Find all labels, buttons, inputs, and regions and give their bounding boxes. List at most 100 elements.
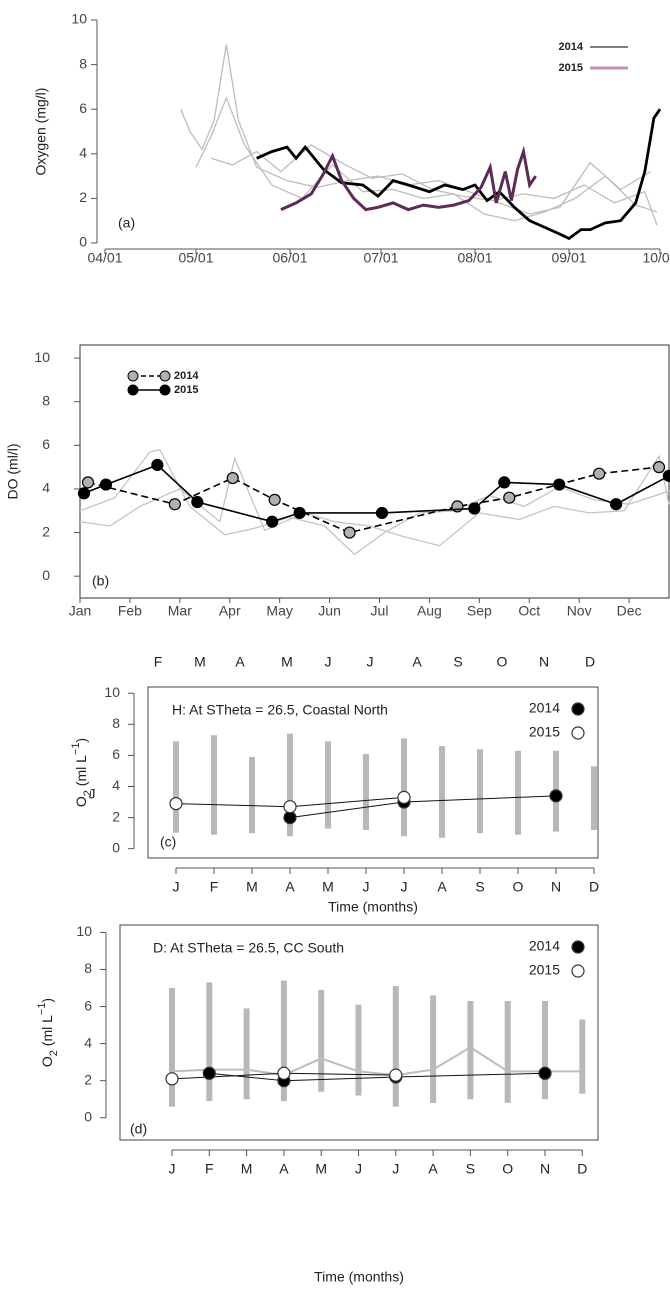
cropped-label: M (281, 654, 293, 670)
x-tick-label: Mar (168, 603, 192, 619)
x-tick-label: J (173, 879, 180, 895)
x-tick-label: M (246, 879, 258, 895)
y-axis-label-part: O (73, 796, 89, 807)
x-tick-label: M (241, 1161, 253, 1177)
x-tick-label: S (466, 1161, 475, 1177)
legend-label: 2015 (529, 962, 560, 978)
observation-range (206, 982, 213, 1102)
cropped-label: O (497, 654, 508, 670)
x-tick-label: Nov (567, 603, 592, 619)
cropped-label: J (325, 654, 332, 670)
x-tick-label: 09/01 (551, 250, 586, 266)
observation-range (243, 1008, 250, 1100)
panel-title: H: At STheta = 26.5, Coastal North (172, 702, 388, 718)
marker (389, 1068, 403, 1082)
legend-label: 2014 (529, 938, 560, 954)
x-tick-label: D (577, 1161, 587, 1177)
x-tick-label: Oct (518, 603, 540, 619)
observation-range (401, 738, 407, 837)
x-tick-label: Feb (118, 603, 142, 619)
legend-marker (127, 370, 139, 382)
marker (468, 502, 481, 515)
x-tick-label: Jun (318, 603, 341, 619)
observation-range (211, 735, 217, 835)
x-tick-label: J (401, 879, 408, 895)
observation-range (542, 1000, 548, 1100)
x-tick-label: Jan (69, 603, 92, 619)
x-tick-label: A (437, 879, 447, 895)
observation-range (504, 1000, 511, 1103)
x-tick-label: 10/01 (642, 250, 670, 266)
y-tick-label: 8 (112, 715, 120, 731)
panel-label: (c) (160, 834, 176, 850)
observation-range (477, 749, 483, 834)
marker (375, 506, 389, 520)
cropped-label: F (154, 654, 163, 670)
x-tick-label: S (475, 879, 484, 895)
connector (209, 1072, 284, 1082)
cropped-label: N (539, 654, 549, 670)
y-tick-label: 8 (84, 960, 92, 976)
y-axis-label-part: 2 (48, 1050, 60, 1056)
observation-range (467, 1000, 474, 1100)
legend-label: 2014 (174, 370, 199, 382)
panel-title: D: At STheta = 26.5, CC South (153, 940, 344, 956)
y-tick-label: 2 (84, 1071, 92, 1087)
cropped-label: J (367, 654, 374, 670)
x-tick-label: J (363, 879, 370, 895)
y-axis-label-part: ) (73, 738, 89, 743)
x-tick-label: J (392, 1161, 399, 1177)
x-axis-label: Time (months) (328, 899, 418, 915)
series-line (256, 108, 662, 241)
x-tick-label: J (169, 1161, 176, 1177)
y-tick-label: 0 (42, 567, 50, 583)
plot-frame (147, 686, 599, 859)
marker (226, 471, 239, 485)
marker (343, 526, 356, 539)
series-line (83, 464, 670, 523)
y-tick-label: 0 (84, 1108, 92, 1124)
marker (99, 478, 113, 491)
x-tick-label: O (502, 1161, 513, 1177)
observation-range (173, 741, 179, 838)
cropped-letter: J (89, 786, 96, 802)
y-axis-label-part: ) (39, 998, 55, 1003)
marker (593, 467, 606, 480)
y-axis-label-part: (ml L (73, 755, 89, 790)
series-line (280, 145, 537, 212)
legend-label: 2014 (529, 700, 560, 716)
y-tick-label: 2 (42, 523, 50, 539)
y-tick-label: 2 (112, 808, 120, 824)
x-tick-label: 04/01 (87, 250, 122, 266)
legend-marker (571, 702, 585, 716)
marker (283, 800, 297, 814)
observation-range (280, 980, 287, 1102)
marker (165, 1072, 179, 1086)
connector (175, 803, 291, 808)
marker (168, 498, 181, 511)
y-axis-label: O2 (ml L−1) (36, 998, 60, 1067)
y-tick-label: 6 (84, 997, 92, 1013)
x-tick-label: Aug (417, 603, 442, 619)
observation-range (355, 1004, 362, 1096)
x-tick-label: F (205, 1161, 214, 1177)
observation-range (430, 995, 437, 1103)
legend-marker (159, 370, 171, 382)
y-axis-label-part: 2 (82, 790, 94, 796)
legend-marker (571, 964, 585, 978)
y-tick-label: 4 (79, 145, 87, 161)
y-axis-label: O2 (ml L−1) (70, 738, 94, 807)
marker (202, 1066, 216, 1080)
x-tick-label: Sep (467, 603, 492, 619)
panel-label: (b) (92, 573, 109, 589)
y-tick-label: 6 (79, 100, 87, 116)
y-tick-label: 0 (79, 234, 87, 250)
x-tick-label: A (428, 1161, 438, 1177)
x-tick-label: F (210, 879, 219, 895)
marker (268, 493, 281, 506)
y-tick-label: 6 (112, 746, 120, 762)
x-tick-label: A (285, 879, 295, 895)
x-tick-label: J (355, 1161, 362, 1177)
